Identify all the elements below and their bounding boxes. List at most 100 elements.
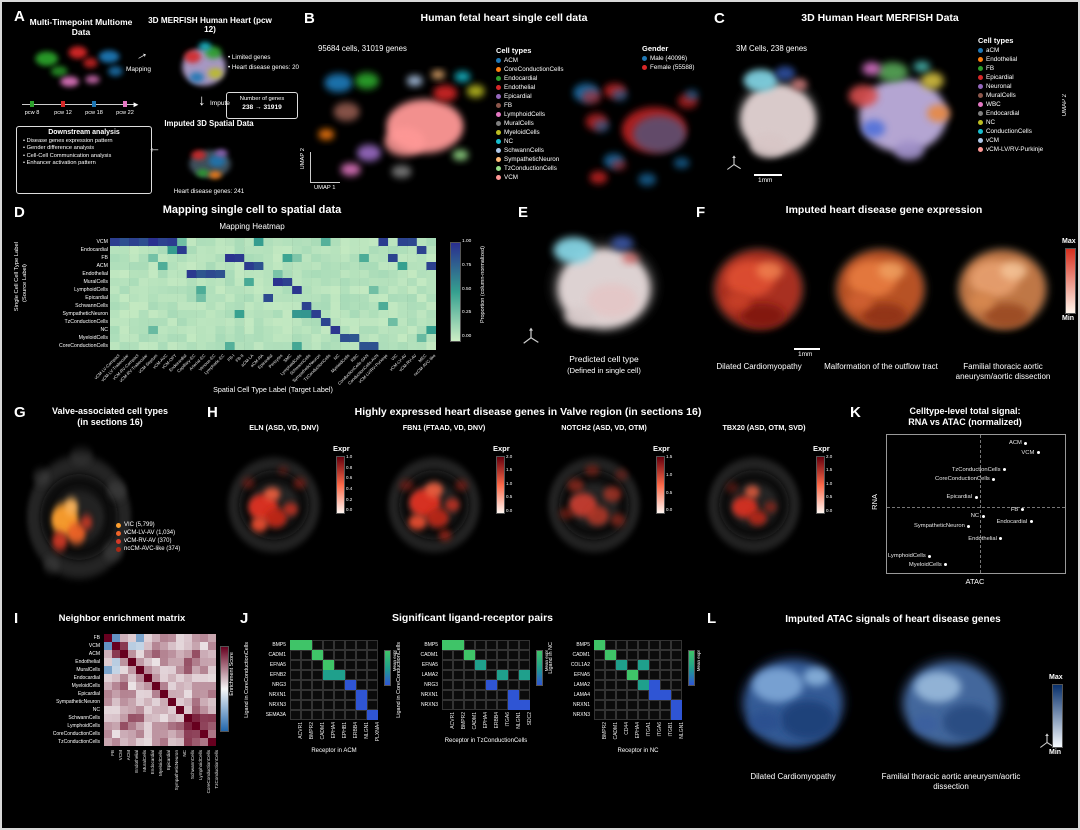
heatmap-cell [616, 650, 627, 660]
row-label: SympatheticNeuron [56, 699, 100, 705]
scatter-point [992, 477, 996, 481]
heatmap-cell [649, 660, 660, 670]
heatmap-cell-active [508, 690, 519, 700]
legend-swatch [496, 130, 501, 135]
ftaad-expression-heart-image [955, 246, 1050, 332]
gene-expression-sections: ELN (ASD, VD, DNV) Expr 1.0 0.8 0.6 0.4 0.2 0.0… [207, 422, 849, 606]
tick-label: 0.50 [462, 286, 472, 292]
heatmap-cell [486, 670, 497, 680]
legend-swatch [496, 76, 501, 81]
heatmap-cell [464, 660, 475, 670]
row-label: TzConductionCells [64, 319, 108, 325]
heatmap-cell [627, 710, 638, 720]
row-label: VCM [96, 239, 108, 245]
heatmap-cell [616, 640, 627, 650]
row-label: CoreConductionCells [52, 731, 100, 737]
panel-label-k: K [850, 404, 861, 421]
row-label: BMP5 [272, 642, 286, 648]
heatmap-cell [616, 700, 627, 710]
row-label: Epicardial [85, 295, 108, 301]
row-label: MuralCells [76, 667, 100, 673]
legend-label: Endocardial [504, 75, 538, 82]
heatmap-cell [367, 650, 378, 660]
tick-label: 0.6 [346, 475, 353, 481]
legend-label: Male (40096) [650, 55, 688, 62]
heatmap-col-labels: vCM-LV-Compact vCM-LV-Trabecular vCM-RV-Co… [93, 351, 437, 386]
legend-swatch [496, 58, 501, 63]
legend-swatch [978, 138, 983, 143]
heatmap-cell-active [671, 700, 682, 710]
scatter-point-label: Endocardial [996, 518, 1028, 525]
heatmap-cell [475, 700, 486, 710]
bullet-limited-genes: Limited genes [228, 54, 300, 62]
lr-heatmap-group: Ligand in NC BMP5 CADM1 COL1A2 EFNA5 LAMA2 LAM… [548, 636, 701, 826]
otm-expression-heart-image [833, 246, 928, 332]
heatmap-cell [301, 680, 312, 690]
row-label: ACM [88, 651, 100, 657]
legend-item: TzConductionCells [496, 165, 564, 172]
heatmap-cell [497, 680, 508, 690]
multiome-umap-image [35, 46, 123, 87]
expr-colorbar-ticks: 1.5 1.0 0.5 0.0 [666, 454, 672, 513]
heatmap-cell [453, 660, 464, 670]
panel-label-i: I [14, 610, 19, 627]
tick-label: 1.0 [826, 480, 833, 486]
col-label: Endothelial [134, 750, 140, 773]
ligand-receptor-heatmaps: Ligand in CoreConductionCells BMP5 CADM1 EF… [244, 636, 704, 826]
legend-item: NC [978, 119, 1043, 126]
col-label: NLGN1 [364, 722, 370, 739]
heatmap-cell-active [649, 680, 660, 690]
heatmap-x-axis-label: Spatial Cell Type Label (Target Label) [213, 385, 333, 394]
heatmap-cell-active [290, 640, 301, 650]
panel-h-title: Highly expressed heart disease genes in … [354, 406, 702, 418]
heatmap-cell [508, 650, 519, 660]
disease-caption-dcm: Dilated Cardiomyopathy [716, 362, 802, 371]
legend-label: CoreConductionCells [504, 66, 564, 73]
heatmap-cell [464, 690, 475, 700]
col-label: NC [182, 750, 188, 757]
predicted-celltype-caption: Predicted cell type [569, 354, 639, 364]
heatmap-cell [649, 700, 660, 710]
heatmap-cell [464, 700, 475, 710]
scatter-point-label: ACM [1008, 440, 1022, 447]
merfish-celltype-legend: Cell types aCM Endothelial FB Epicardial Neu… [978, 36, 1043, 155]
expr-colorbar-title: Expr [813, 444, 830, 453]
legend-item: vCM-LV/RV-Purkinje [978, 146, 1043, 153]
colorbar-max-label: Max [1062, 238, 1076, 245]
proportion-colorbar-ticks: 1.00 0.75 0.50 0.25 0.00 [462, 239, 472, 340]
atac-colorbar [1052, 684, 1063, 748]
merfish-celltype-legend-items: aCM Endothelial FB Epicardial Neuronal MuralC… [978, 47, 1043, 153]
valve-celltype-legend: VIC (5,799) vCM-LV-AV (1,034) vCM-RV-AV (3… [116, 522, 180, 554]
heatmap-cell [334, 640, 345, 650]
col-label: TzConductionCells [214, 750, 220, 789]
row-label: FB [101, 255, 108, 261]
legend-item: Endocardial [496, 75, 564, 82]
panel-f: F Imputed heart disease gene expression … [696, 202, 1078, 402]
legend-item: Endothelial [978, 56, 1043, 63]
heatmap-cell [290, 700, 301, 710]
heatmap-cell [649, 640, 660, 650]
row-label: Endothelial [82, 271, 108, 277]
tick-label: 1.5 [506, 467, 513, 473]
heatmap-row-labels: VCM Endocardial FB ACM Endothelial MuralCells… [32, 238, 108, 350]
heatmap-cell [475, 670, 486, 680]
row-label: COL1A2 [570, 662, 590, 668]
lr-colorbar [536, 650, 543, 686]
scalebar-line [794, 348, 820, 350]
heatmap-cell [605, 640, 616, 650]
panel-d: D Mapping single cell to spatial data Ma… [12, 202, 514, 402]
row-label: FB [93, 635, 100, 641]
panel-k: K Celltype-level total signal: RNA vs AT… [850, 404, 1078, 606]
legend-label: WBC [986, 101, 1001, 108]
legend-item: vCM [978, 137, 1043, 144]
heatmap-cell [605, 690, 616, 700]
heatmap-cell-active [594, 640, 605, 650]
heatmap-cell [442, 670, 453, 680]
x-axis-label: Receptor in TzConductionCells [444, 738, 528, 744]
merfish-umap-y-label: UMAP 2 [1062, 94, 1068, 117]
panel-b-title: Human fetal heart single cell data [420, 12, 588, 24]
scatter-point-label: VCM [1021, 449, 1035, 456]
row-label: MyeloidCells [78, 335, 108, 341]
heatmap-cell-active [627, 670, 638, 680]
